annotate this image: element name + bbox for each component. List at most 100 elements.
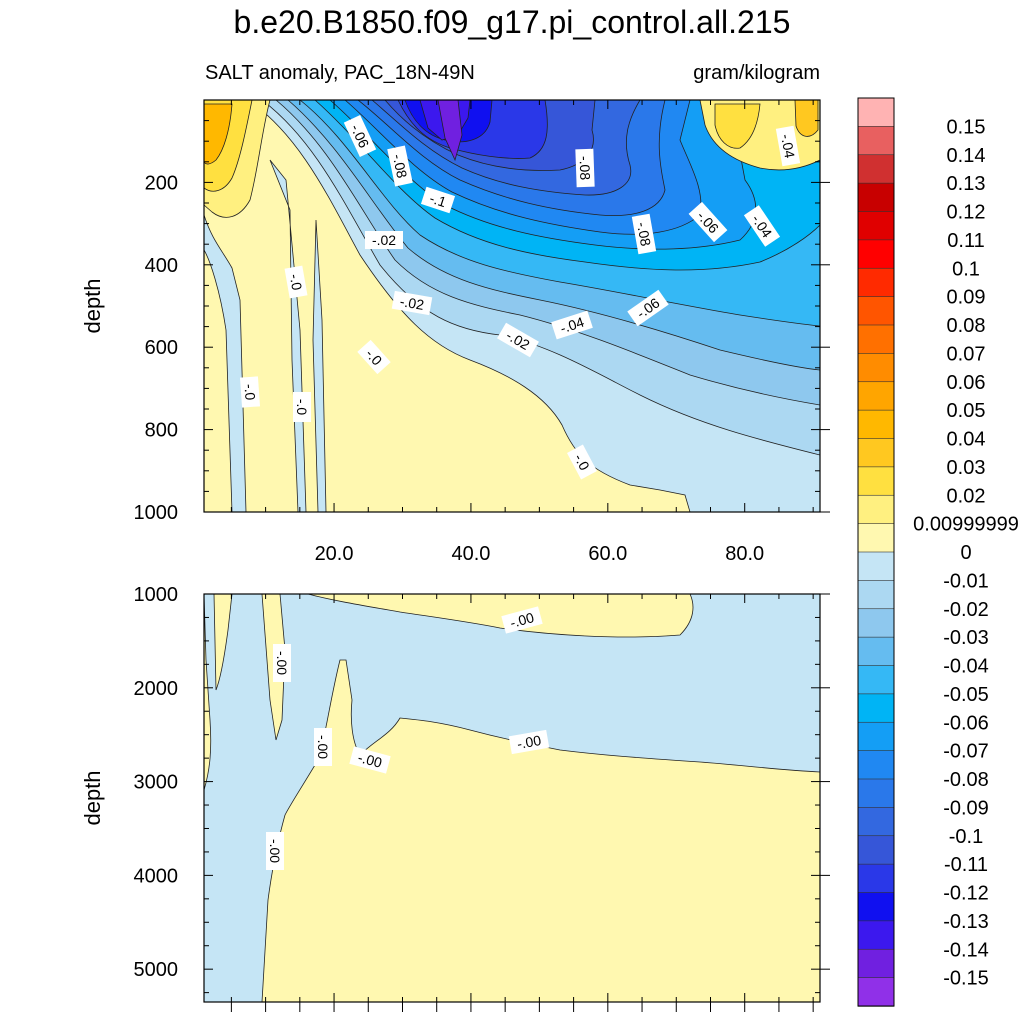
colorbar-label: 0.06 [947,372,986,394]
upper-contour-label: -.0 [239,376,261,408]
svg-text:-.0: -.0 [287,273,306,292]
colorbar-label: -0.15 [943,968,989,990]
lower-panel-frame [203,593,821,1003]
colorbar-box [857,807,895,837]
upper-x-tick-label: 80.0 [725,543,764,565]
colorbar-box [857,267,895,298]
colorbar-box [857,892,895,922]
contour-band-0-mid [269,159,307,512]
upper-x-tick-label: 60.0 [588,543,627,565]
colorbar-label: 0.03 [947,457,986,479]
upper-y-tick-label: 800 [145,420,178,442]
lower-y-tick-label: 3000 [134,772,179,794]
upper-x-tick-label: 40.0 [451,543,490,565]
colorbar-box [857,778,895,809]
colorbar-box [857,977,895,1007]
lower-contour-labels: -.00 -.00 -.00 -.00 -.00 -.00 [266,606,550,870]
lower-y-tick-label: 2000 [134,678,179,700]
svg-text:-.04: -.04 [558,314,586,337]
colorbar-label: 0.09 [947,287,986,309]
upper-contour-label: -.1 [420,186,456,214]
upper-contour-label: -.06 [627,289,669,327]
colorbar-box [857,211,895,241]
svg-text:-.00: -.00 [315,735,331,759]
colorbar-box [857,494,895,525]
colorbar-box [857,580,895,610]
svg-text:-.02: -.02 [372,232,396,248]
colorbar-box [857,523,895,553]
colorbar-box [857,750,895,780]
lower-yellow-tongue [213,594,233,691]
contour-band-0-strip [312,219,327,512]
upper-y-tick-label: 200 [145,172,178,194]
lower-contour-label: -.00 [266,832,284,870]
svg-text:-.00: -.00 [516,732,543,752]
colorbar-label: 0.11 [947,230,984,252]
colorbar-box [857,409,895,440]
colorbar-label: 0.15 [947,116,986,138]
colorbar-label: -0.04 [943,656,989,678]
upper-y-axis: 200 400 600 800 1000 [134,120,830,524]
svg-text:-.08: -.08 [390,153,411,180]
lower-x-axis [230,594,814,1012]
lower-panel-field [204,594,820,1002]
colorbar-label: -0.06 [943,712,989,734]
colorbar-label: 0.05 [947,400,986,422]
colorbar-box [857,324,895,355]
lower-y-tick-label: 4000 [134,865,179,887]
contour-band-0-left [204,214,247,512]
colorbar-label: 0.00999999 [913,514,1019,536]
colorbar-box [857,353,895,383]
colorbar-box [857,551,895,582]
colorbar-box [857,239,895,269]
lower-y-tick-label: 1000 [134,584,179,606]
colorbar-box [857,296,895,326]
colorbar-label: -0.05 [943,684,989,706]
colorbar-box [857,182,895,213]
upper-contour-labels: -.06-.08-.1-.08-.08 -.06 -.04-.02-.04-.0-.… [239,114,801,480]
colorbar-label: 0.08 [947,315,986,337]
upper-x-axis: 20.0 40.0 60.0 80.0 [230,100,814,565]
colorbar-box [857,863,895,894]
colorbar-box [857,608,895,638]
colorbar-box [857,665,895,695]
upper-contour-label: -.0 [567,444,597,480]
upper-contour-label: -.02 [365,231,403,249]
chart-title: b.e20.B1850.f09_g17.pi_control.all.215 [233,4,791,40]
contour-band-14 [437,100,463,162]
colorbar-box [857,154,895,184]
positive-patch-right-core [794,100,819,137]
colorbar-box [857,948,895,979]
lower-y-axis-label: depth [80,770,105,825]
colorbar-box [857,466,895,496]
colorbar-label: 0.14 [947,145,986,167]
svg-text:-.08: -.08 [634,221,654,248]
upper-panel-field [204,100,820,512]
upper-x-tick-label: 20.0 [315,543,354,565]
upper-contour-label: -.0 [357,339,391,375]
svg-text:-.0: -.0 [294,399,310,416]
colorbar: 0.15 0.14 0.13 0.12 0.11 0.1 0.09 0.08 0.07 0.06 0… [857,97,1019,1007]
colorbar-label: -0.07 [943,741,989,763]
lower-contour-label: -.00 [314,728,332,766]
colorbar-label: -0.13 [943,911,989,933]
svg-text:-.08: -.08 [577,156,594,181]
colorbar-box [857,835,895,865]
lower-contour-label: -.00 [508,729,550,755]
colorbar-box [857,920,895,950]
svg-text:-.00: -.00 [356,749,384,771]
colorbar-box [857,636,895,667]
colorbar-label: -0.02 [943,599,989,621]
units-subtitle: gram/kilogram [693,62,820,84]
svg-text:-.1: -.1 [428,190,449,210]
lower-contour-label: -.00 [349,746,391,774]
colorbar-label: 0.12 [947,202,986,224]
upper-contour-label: -.04 [775,125,801,167]
svg-text:-.00: -.00 [267,839,283,863]
colorbar-label: -0.01 [943,570,989,592]
colorbar-box [857,126,895,156]
colorbar-label: -0.08 [943,769,989,791]
colorbar-label: 0.07 [947,343,986,365]
upper-y-tick-label: 1000 [134,502,179,524]
